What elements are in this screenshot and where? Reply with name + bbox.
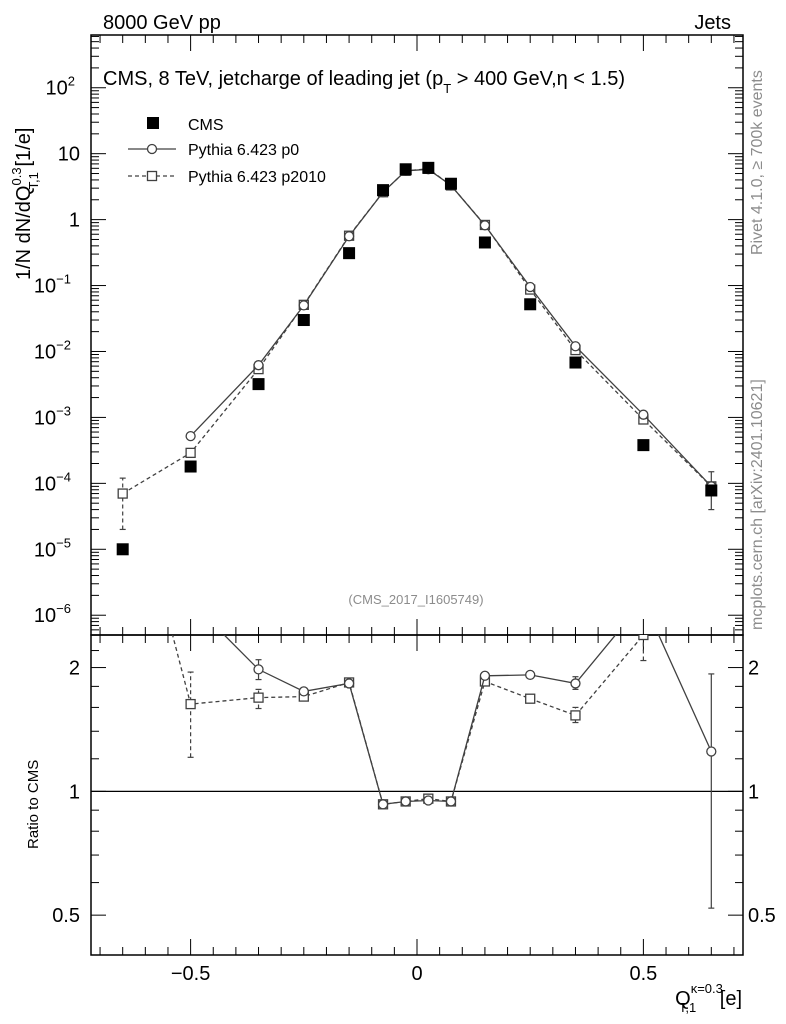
main-y-tick-label: 10−5: [34, 535, 71, 561]
cms-data-point: [343, 247, 356, 260]
p0-point: [185, 430, 196, 442]
x-axis: −0.5 0 0.5: [99, 35, 735, 985]
p0-point: [525, 281, 536, 293]
legend-p2010-marker: [146, 170, 158, 182]
main-y-tick-labels: 102 10 1 10−1 10−2 10−3 10−4 10−5 10−6: [34, 74, 80, 627]
cms-data-point: [116, 543, 129, 556]
legend-cms-label: CMS: [188, 117, 224, 134]
ratio-p0-point: [525, 669, 536, 681]
legend-p0-label: Pythia 6.423 p0: [188, 142, 299, 159]
legend-p2010-label: Pythia 6.423 p2010: [188, 169, 326, 186]
ratio-p2010-point: [185, 698, 196, 710]
legend-p0-marker: [146, 143, 158, 155]
p0-point: [343, 231, 355, 242]
ratio-p2010-point: [638, 635, 649, 641]
ratio-p0-point: [423, 795, 434, 806]
x-axis-label: Qκ=0.3 T,1 [e]: [675, 981, 742, 1015]
cms-data-point: [444, 177, 457, 190]
ratio-y-tick-label-right: 0.5: [748, 905, 776, 927]
cms-data-point: [637, 439, 650, 452]
ratio-p2010-line: [171, 635, 644, 806]
ratio-p2010-point: [570, 710, 581, 721]
x-tick-label: 0: [411, 963, 422, 985]
cms-data-point: [569, 356, 582, 369]
main-y-tick-label: 10−1: [34, 272, 71, 298]
ratio-y-tick-label: 2: [69, 658, 80, 680]
cms-data-point: [297, 314, 310, 327]
ratio-y-tick-label-right: 2: [748, 658, 759, 680]
cms-data-point: [705, 484, 718, 497]
legend: CMS Pythia 6.423 p0 Pythia 6.423 p2010: [128, 117, 326, 186]
ratio-y-axis: 2 2 1 1 0.5 0.5: [52, 650, 776, 956]
p0-point: [570, 341, 581, 352]
ratio-p0-point: [479, 670, 491, 681]
ratio-p0-point: [186, 597, 195, 606]
ratio-p0-point: [253, 664, 264, 675]
p0-point: [479, 220, 491, 231]
ratio-p2010-point: [118, 439, 127, 448]
main-plot-series: [116, 161, 718, 556]
main-y-tick-label: 10−6: [34, 601, 71, 627]
ratio-p2010-point: [253, 692, 264, 703]
p0-point: [298, 300, 309, 311]
cms-data-point: [478, 236, 491, 249]
cms-data-point: [524, 298, 537, 311]
cms-data-point: [184, 460, 197, 473]
rivet-version-label: Rivet 4.1.0, ≥ 700k events: [749, 70, 766, 255]
ratio-p0-point: [445, 796, 457, 807]
main-y-tick-label: 102: [46, 74, 75, 100]
main-y-axis: [91, 35, 743, 636]
ratio-p0-point: [570, 678, 581, 689]
main-plot-title: CMS, 8 TeV, jetcharge of leading jet (pT…: [103, 68, 625, 96]
ratio-p0-point: [298, 686, 309, 697]
ratio-p2010-point: [525, 693, 536, 704]
main-y-tick-label: 10−4: [34, 469, 71, 495]
ratio-p0-point: [639, 597, 648, 606]
ratio-p0-point: [706, 746, 717, 757]
mcplots-reference-label: mcplots.cern.ch [arXiv:2401.10621]: [749, 379, 766, 630]
main-y-tick-label: 10: [58, 144, 80, 166]
ratio-p0-point: [377, 799, 389, 810]
header-left-label: 8000 GeV pp: [103, 12, 221, 34]
cms-data-point: [422, 161, 435, 174]
ratio-p0-line: [223, 635, 712, 806]
main-y-tick-label: 10−2: [34, 337, 71, 363]
ratio-y-tick-label: 1: [69, 781, 80, 803]
header-right-label: Jets: [694, 12, 731, 34]
ratio-p0-point: [400, 796, 411, 807]
cms-data-point: [399, 163, 412, 176]
main-y-tick-label: 1: [69, 210, 80, 232]
x-tick-label: 0.5: [629, 963, 657, 985]
cms-data-point: [377, 184, 390, 197]
legend-cms-marker: [147, 117, 159, 129]
ratio-y-axis-label: Ratio to CMS: [25, 760, 42, 849]
main-y-tick-label: 10−3: [34, 403, 71, 429]
ratio-y-tick-label-right: 1: [748, 781, 759, 803]
analysis-id-watermark: (CMS_2017_I1605749): [348, 592, 483, 607]
ratio-plot-frame: [90, 634, 744, 956]
ratio-plot-series: [118, 439, 717, 909]
p2010-line: [122, 168, 712, 495]
main-y-axis-label: 1/N dN/dQ0.3 T,1 [1/e]: [9, 128, 41, 280]
p2010-point: [185, 447, 196, 459]
p2010-point: [117, 488, 128, 499]
p0-point: [253, 360, 264, 371]
p0-line: [190, 168, 712, 487]
ratio-p0-point: [343, 678, 355, 689]
p0-point: [638, 409, 649, 420]
ratio-y-tick-label: 0.5: [52, 905, 80, 927]
cms-data-point: [252, 378, 265, 391]
x-tick-label: −0.5: [171, 963, 210, 985]
